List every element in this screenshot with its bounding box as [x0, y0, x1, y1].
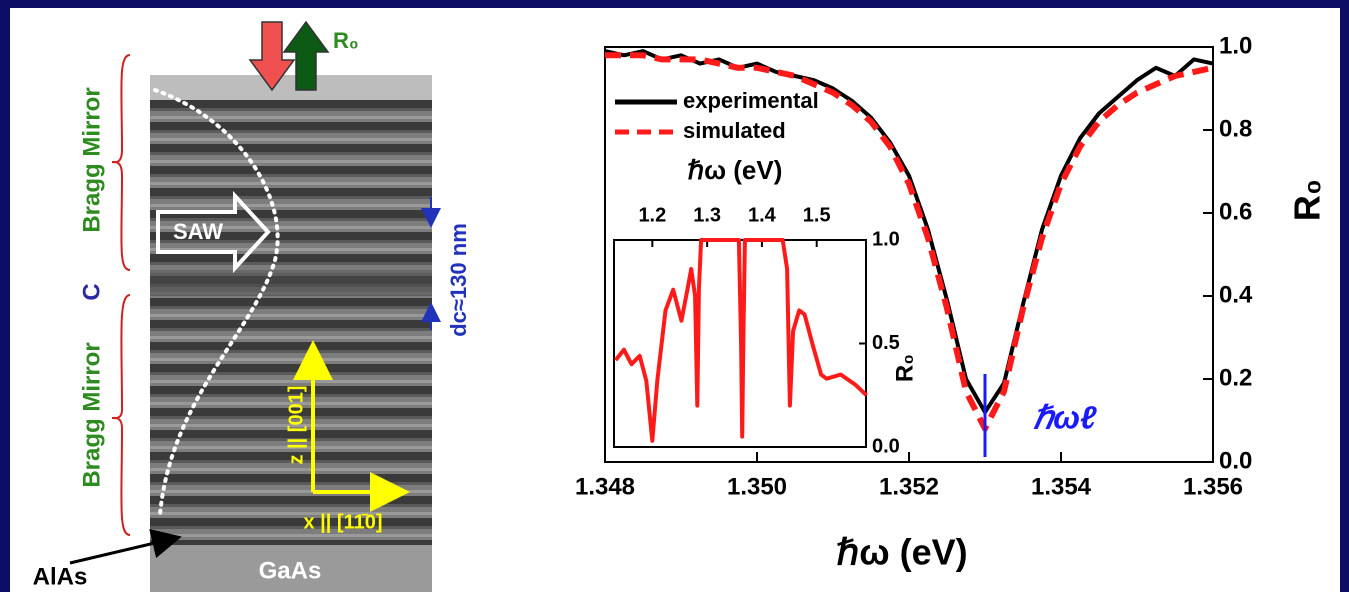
- axis-label: z || [001]: [285, 386, 307, 465]
- barrier-label: AlAs: [33, 563, 88, 590]
- y-tick-label: 0.4: [1219, 281, 1253, 308]
- substrate-label: GaAs: [259, 557, 322, 584]
- x-tick-label: 1.350: [727, 473, 787, 500]
- tem-image: [150, 75, 432, 592]
- y-tick-label: 1.0: [1219, 32, 1252, 59]
- annotation-label: ℏωℓ: [1033, 399, 1097, 435]
- layer-label: C: [78, 283, 105, 300]
- y-tick-label: 0.6: [1219, 198, 1252, 225]
- x-axis-label: ℏω (eV): [688, 155, 783, 185]
- reflected-arrow: [282, 20, 330, 91]
- brace: [111, 54, 131, 271]
- brace: [111, 294, 131, 536]
- y-tick-label: 0.8: [1219, 115, 1252, 142]
- y-tick-label: 0.0: [1219, 447, 1252, 474]
- reflection-label: R₀: [333, 28, 359, 53]
- x-tick-label: 1.4: [748, 204, 777, 226]
- x-tick-label: 1.354: [1031, 473, 1092, 500]
- legend-label: simulated: [683, 118, 786, 143]
- barrier-arrow: [69, 528, 182, 565]
- x-tick-label: 1.352: [879, 473, 939, 500]
- data-line: [605, 52, 1214, 432]
- x-tick-label: 1.348: [575, 473, 635, 500]
- x-tick-label: 1.356: [1183, 473, 1243, 500]
- layer-label: Bragg Mirror: [78, 342, 105, 487]
- x-tick-label: 1.2: [638, 204, 666, 226]
- y-axis-label: R₀: [1287, 179, 1328, 221]
- incident-arrow: [248, 21, 296, 92]
- y-tick-label: 0.0: [872, 435, 900, 457]
- y-tick-label: 0.2: [1219, 364, 1252, 391]
- layer-label: Bragg Mirror: [78, 87, 105, 232]
- axis-label: x || [11̄0]: [303, 511, 382, 533]
- y-tick-label: 1.0: [872, 228, 900, 250]
- saw-arrow: [156, 190, 271, 274]
- y-tick-label: 0.5: [872, 332, 900, 354]
- x-axis-label: ℏω (eV): [836, 532, 967, 573]
- x-tick-label: 1.5: [803, 204, 831, 226]
- x-tick-label: 1.3: [693, 204, 721, 226]
- data-line: [614, 238, 868, 443]
- thickness-label: dc≈130 nm: [446, 223, 471, 337]
- legend-label: experimental: [683, 88, 819, 113]
- y-axis-label: R₀: [891, 354, 918, 382]
- saw-label: SAW: [173, 219, 223, 244]
